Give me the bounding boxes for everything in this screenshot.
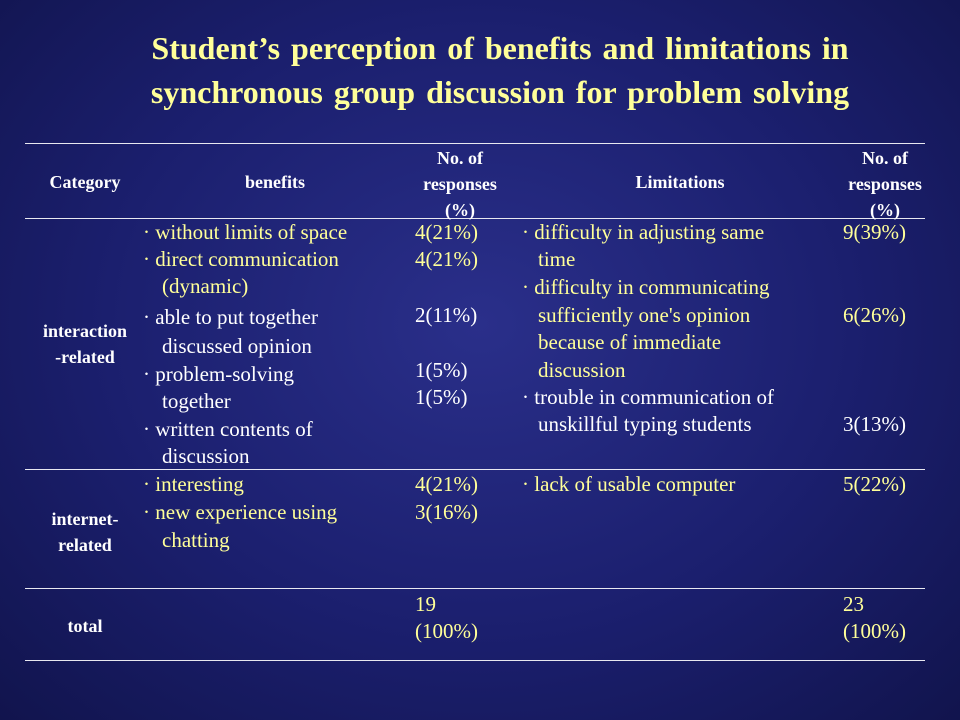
response-value: 3(13%) [843, 412, 906, 436]
limitation-item: · difficulty in adjusting same [522, 220, 765, 244]
benefit-item: · able to put together [143, 305, 318, 329]
header-text: responses [423, 174, 497, 194]
table-rule-header [25, 218, 925, 219]
category-internet-related: internet- related [25, 506, 145, 558]
limitation-item: · trouble in communication of [522, 385, 774, 409]
header-benefits: benefits [245, 172, 305, 192]
category-text: -related [55, 347, 115, 367]
slide-title: Student’s perception of benefits and lim… [60, 26, 940, 114]
category-total: total [67, 616, 103, 636]
benefit-item-cont: discussion [162, 444, 250, 468]
category-text: internet- [51, 509, 119, 529]
limitation-item-cont: time [538, 247, 576, 271]
response-value: 9(39%) [843, 220, 906, 244]
category-interaction-related: interaction -related [25, 318, 145, 370]
header-text: responses [848, 174, 922, 194]
benefit-item: · new experience using [143, 500, 338, 524]
header-limitation-responses: No. of responses (%) [825, 145, 945, 223]
header-text: No. of [437, 148, 483, 168]
response-value: 1(5%) [415, 385, 468, 409]
title-line-2: synchronous group discussion for problem… [150, 74, 850, 110]
benefit-item: · written contents of [143, 417, 313, 441]
title-line-1: Student’s perception of benefits and lim… [151, 30, 849, 66]
response-value: 4(21%) [415, 220, 478, 244]
limitation-item-cont: discussion [538, 358, 626, 382]
response-value: 6(26%) [843, 303, 906, 327]
header-limitations: Limitations [635, 172, 725, 192]
benefit-item: · interesting [143, 472, 244, 496]
table-rule-bottom [25, 660, 925, 661]
total-value: 23 [843, 592, 864, 616]
total-value: (100%) [843, 619, 906, 643]
benefit-item: · problem-solving [143, 362, 295, 386]
benefit-item-cont: chatting [162, 528, 230, 552]
benefit-item-cont: (dynamic) [162, 274, 249, 298]
limitation-item: · difficulty in communicating [522, 275, 770, 299]
table-rule-row2 [25, 588, 925, 589]
category-text: interaction [43, 321, 127, 341]
response-value: 3(16%) [415, 500, 478, 524]
benefit-item-cont: discussed opinion [162, 334, 312, 358]
limitation-item-cont: sufficiently one's opinion [538, 303, 751, 327]
response-value: 4(21%) [415, 247, 478, 271]
category-text: related [58, 535, 112, 555]
response-value: 2(11%) [415, 303, 478, 327]
benefit-item: · direct communication [143, 247, 339, 271]
header-text: (%) [445, 200, 475, 220]
header-text: No. of [862, 148, 908, 168]
table-rule-row1 [25, 469, 925, 470]
response-value: 1(5%) [415, 358, 468, 382]
limitation-item-cont: because of immediate [538, 330, 722, 354]
limitation-item: · lack of usable computer [522, 472, 736, 496]
response-value: 5(22%) [843, 472, 906, 496]
header-text: (%) [870, 200, 900, 220]
benefit-item-cont: together [162, 389, 231, 413]
total-value: (100%) [415, 619, 478, 643]
benefit-item: · without limits of space [143, 220, 348, 244]
header-benefit-responses: No. of responses (%) [400, 145, 520, 223]
header-category: Category [49, 172, 121, 192]
limitation-item-cont: unskillful typing students [538, 412, 752, 436]
response-value: 4(21%) [415, 472, 478, 496]
total-value: 19 [415, 592, 436, 616]
table-rule-top [25, 143, 925, 144]
